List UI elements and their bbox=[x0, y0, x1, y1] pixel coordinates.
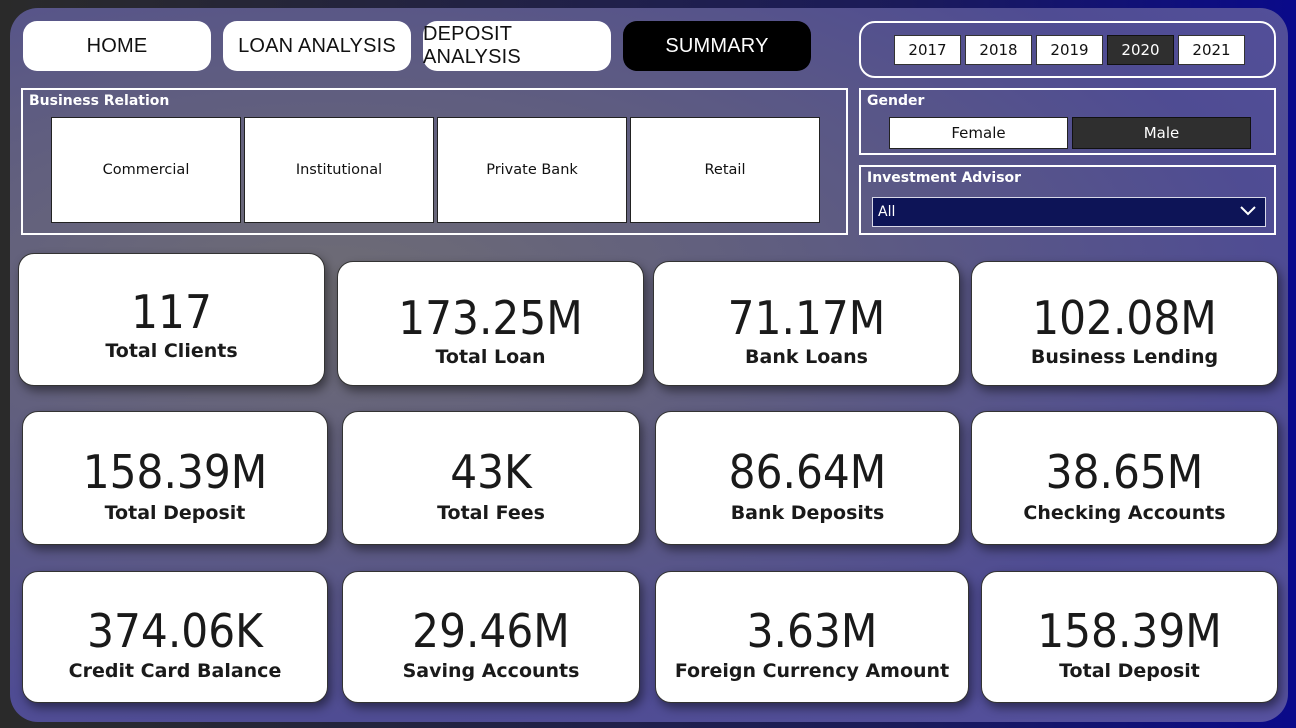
kpi-label: Bank Deposits bbox=[730, 502, 885, 524]
year-button-2021[interactable]: 2021 bbox=[1178, 35, 1245, 65]
kpi-card-total-deposit: 158.39M Total Deposit bbox=[22, 411, 328, 545]
kpi-label: Total Deposit bbox=[104, 502, 246, 524]
kpi-card-bank-loans: 71.17M Bank Loans bbox=[653, 261, 960, 386]
kpi-card-bank-deposits: 86.64M Bank Deposits bbox=[655, 411, 960, 545]
kpi-value: 158.39M bbox=[1037, 604, 1222, 658]
year-button-2018[interactable]: 2018 bbox=[965, 35, 1032, 65]
kpi-label: Bank Loans bbox=[745, 346, 868, 368]
kpi-card-total-deposit-2: 158.39M Total Deposit bbox=[981, 571, 1278, 703]
kpi-label: Total Fees bbox=[437, 502, 545, 524]
nav-home-button[interactable]: HOME bbox=[23, 21, 211, 71]
investment-advisor-slicer: Investment Advisor All bbox=[859, 165, 1276, 235]
kpi-label: Total Deposit bbox=[1059, 660, 1200, 682]
kpi-value: 29.46M bbox=[412, 604, 570, 658]
chevron-down-icon[interactable] bbox=[1239, 204, 1257, 222]
kpi-card-foreign-currency-amount: 3.63M Foreign Currency Amount bbox=[655, 571, 969, 703]
kpi-card-total-fees: 43K Total Fees bbox=[342, 411, 640, 545]
kpi-value: 102.08M bbox=[1032, 291, 1217, 345]
kpi-value: 38.65M bbox=[1045, 445, 1204, 499]
business-relation-title: Business Relation bbox=[29, 93, 170, 109]
business-relation-institutional[interactable]: Institutional bbox=[244, 117, 434, 223]
year-button-2020[interactable]: 2020 bbox=[1107, 35, 1174, 65]
gender-title: Gender bbox=[867, 93, 925, 109]
kpi-card-checking-accounts: 38.65M Checking Accounts bbox=[971, 411, 1278, 545]
kpi-label: Foreign Currency Amount bbox=[674, 660, 950, 682]
kpi-card-business-lending: 102.08M Business Lending bbox=[971, 261, 1278, 386]
kpi-label: Saving Accounts bbox=[402, 660, 580, 682]
kpi-label: Checking Accounts bbox=[1023, 502, 1226, 524]
kpi-label: Total Loan bbox=[435, 346, 546, 368]
business-relation-retail[interactable]: Retail bbox=[630, 117, 820, 223]
nav-loan-analysis-button[interactable]: LOAN ANALYSIS bbox=[223, 21, 411, 71]
gender-female-button[interactable]: Female bbox=[889, 117, 1068, 149]
kpi-label: Total Clients bbox=[105, 340, 238, 362]
kpi-label: Credit Card Balance bbox=[68, 660, 282, 682]
nav-summary-button[interactable]: SUMMARY bbox=[623, 21, 811, 71]
business-relation-private-bank[interactable]: Private Bank bbox=[437, 117, 627, 223]
business-relation-commercial[interactable]: Commercial bbox=[51, 117, 241, 223]
investment-advisor-title: Investment Advisor bbox=[867, 170, 1022, 186]
investment-advisor-value: All bbox=[878, 204, 896, 220]
year-slicer: 2017 2018 2019 2020 2021 bbox=[859, 21, 1276, 78]
gender-male-button[interactable]: Male bbox=[1072, 117, 1251, 149]
year-button-2017[interactable]: 2017 bbox=[894, 35, 961, 65]
kpi-card-credit-card-balance: 374.06K Credit Card Balance bbox=[22, 571, 328, 703]
kpi-label: Business Lending bbox=[1030, 346, 1219, 368]
kpi-value: 86.64M bbox=[728, 445, 887, 499]
kpi-value: 71.17M bbox=[727, 291, 886, 345]
kpi-value: 158.39M bbox=[82, 445, 268, 499]
dashboard-canvas: HOME LOAN ANALYSIS DEPOSIT ANALYSIS SUMM… bbox=[10, 8, 1288, 722]
year-button-2019[interactable]: 2019 bbox=[1036, 35, 1103, 65]
kpi-card-total-loan: 173.25M Total Loan bbox=[337, 261, 644, 386]
kpi-value: 374.06K bbox=[87, 604, 263, 658]
kpi-card-total-clients: 117 Total Clients bbox=[18, 253, 325, 386]
gender-slicer: Gender Female Male bbox=[859, 88, 1276, 155]
kpi-value: 173.25M bbox=[398, 291, 583, 345]
kpi-card-saving-accounts: 29.46M Saving Accounts bbox=[342, 571, 640, 703]
kpi-value: 3.63M bbox=[746, 604, 878, 658]
kpi-value: 117 bbox=[131, 285, 212, 339]
business-relation-slicer: Business Relation Commercial Institution… bbox=[21, 88, 848, 235]
kpi-value: 43K bbox=[450, 445, 532, 499]
nav-deposit-analysis-button[interactable]: DEPOSIT ANALYSIS bbox=[423, 21, 611, 71]
investment-advisor-dropdown[interactable]: All bbox=[872, 197, 1266, 227]
